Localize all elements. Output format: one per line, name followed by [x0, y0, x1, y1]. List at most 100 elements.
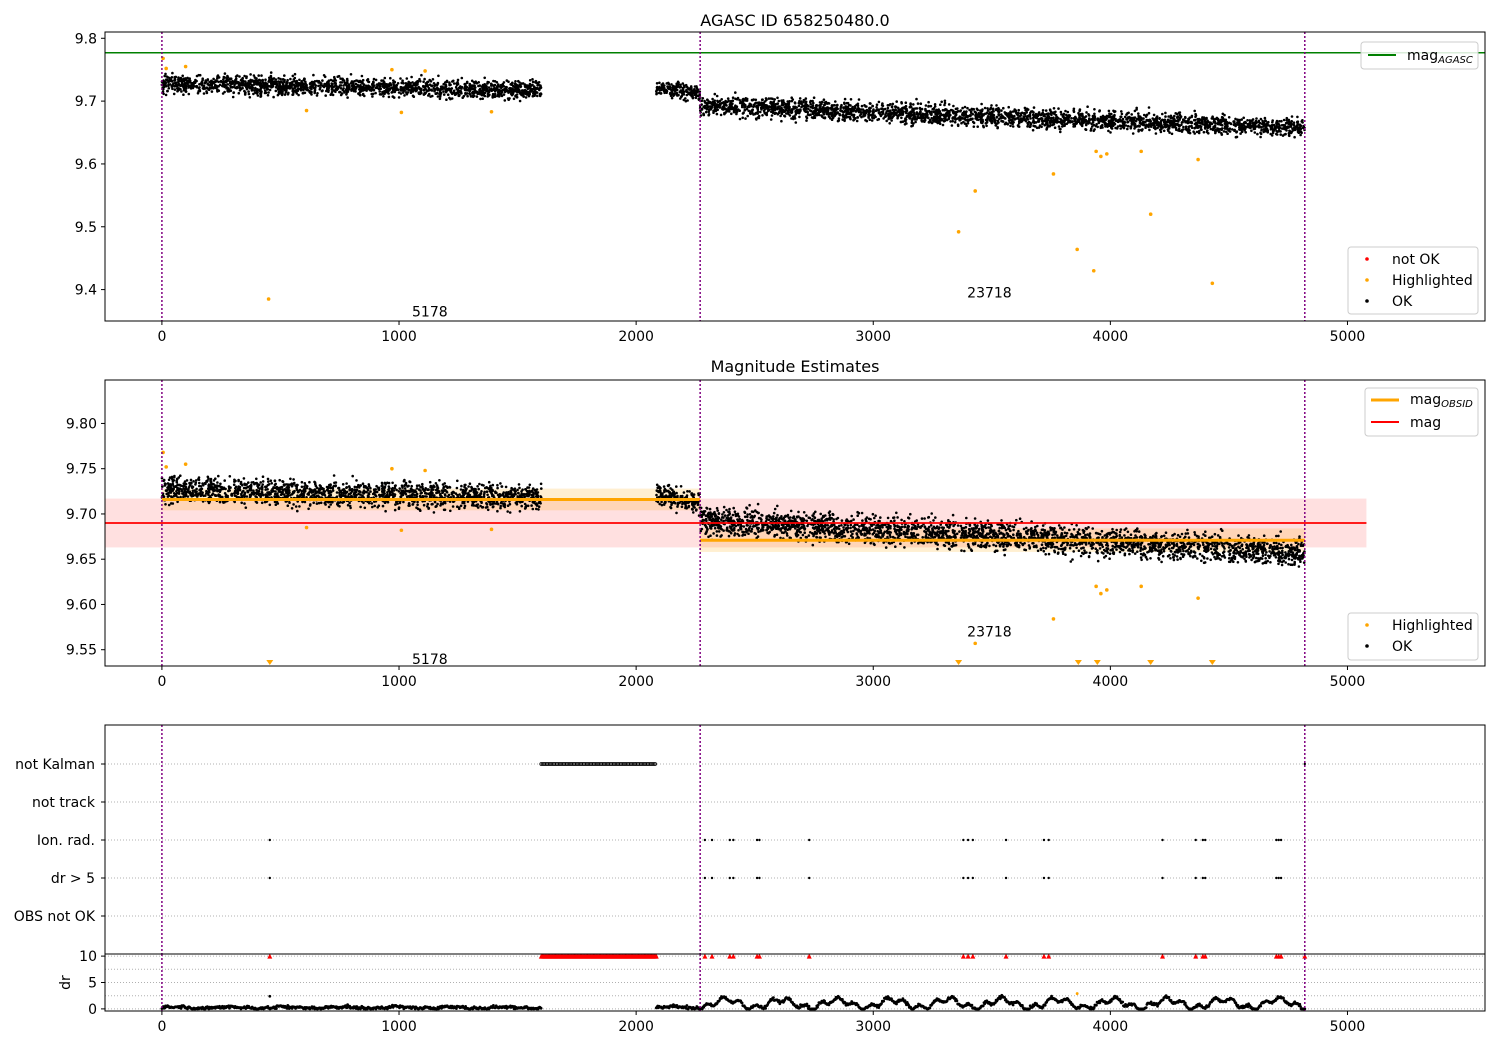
ok-point	[717, 103, 721, 107]
ok-point	[862, 115, 865, 118]
ok-point	[1133, 118, 1136, 121]
ok-point	[879, 114, 883, 118]
ok-point	[951, 119, 954, 123]
ok-point	[1130, 113, 1133, 116]
ok-point	[1043, 113, 1046, 116]
ok-point	[1236, 123, 1239, 126]
ok-point	[256, 94, 260, 97]
ok-point	[1210, 117, 1214, 120]
ok-point	[1234, 135, 1238, 139]
ok-point	[793, 105, 797, 109]
ok-point	[741, 98, 744, 102]
ok-point	[283, 93, 287, 96]
ok-point	[181, 79, 184, 82]
ok-point	[973, 110, 977, 114]
ok-point	[1109, 131, 1112, 134]
ok-point	[1145, 118, 1148, 122]
ok-point	[241, 82, 245, 85]
ok-point	[725, 108, 728, 111]
ok-point	[514, 94, 517, 97]
ok-point	[1104, 125, 1107, 128]
ok-point	[1293, 135, 1296, 139]
ok-point	[221, 92, 225, 95]
ok-point	[790, 109, 794, 112]
ok-point	[177, 78, 180, 82]
ok-point	[286, 78, 289, 82]
ok-point	[463, 88, 467, 92]
ok-point	[989, 114, 992, 118]
ok-point	[949, 120, 952, 123]
ok-point	[381, 92, 385, 95]
ok-point	[456, 80, 459, 84]
ok-point	[1097, 121, 1101, 125]
ok-point	[1110, 112, 1113, 116]
ok-point	[803, 104, 807, 107]
highlighted-point	[956, 229, 961, 234]
ok-point	[744, 97, 748, 100]
ok-point	[426, 85, 430, 88]
ok-point	[1296, 120, 1300, 123]
ok-point	[185, 479, 189, 482]
ok-point	[1221, 116, 1225, 120]
ok-point	[452, 82, 456, 85]
ok-point	[442, 90, 445, 93]
ok-point	[391, 95, 395, 98]
ok-point	[490, 89, 494, 92]
ok-point	[1057, 107, 1060, 110]
ok-point	[512, 97, 516, 101]
ok-point	[1177, 129, 1180, 132]
ok-point	[1032, 106, 1036, 109]
ok-point	[1121, 117, 1125, 121]
ok-point	[304, 84, 308, 88]
highlighted-point	[1094, 149, 1098, 154]
ok-point	[769, 101, 772, 105]
ok-point	[1041, 111, 1044, 115]
ok-point	[881, 102, 884, 105]
ok-point	[659, 86, 662, 90]
ok-point	[1243, 121, 1246, 124]
ok-point	[834, 108, 838, 112]
ok-point	[1110, 126, 1113, 129]
ok-point	[941, 108, 945, 112]
ok-point	[877, 117, 881, 121]
ok-point	[251, 88, 254, 91]
ok-point	[689, 92, 692, 96]
ok-point	[372, 77, 376, 81]
ok-point	[292, 503, 295, 506]
ok-point	[1282, 118, 1286, 122]
ok-point	[1164, 111, 1167, 115]
ok-point	[844, 113, 848, 117]
ok-point	[222, 75, 226, 79]
ok-point	[888, 103, 891, 107]
x-tick-label: 3000	[855, 329, 891, 345]
ok-point	[860, 104, 864, 108]
ok-point	[182, 88, 186, 92]
ok-point	[712, 110, 715, 113]
ok-point	[371, 86, 374, 89]
ok-point	[434, 92, 438, 95]
ok-point	[374, 91, 377, 95]
x-tick-label: 4000	[1093, 329, 1129, 345]
ok-point	[1158, 128, 1162, 131]
ok-point	[1287, 118, 1291, 122]
ok-point	[989, 111, 993, 115]
ok-point	[712, 103, 716, 106]
ok-point	[1217, 123, 1221, 126]
ok-point	[1017, 125, 1020, 128]
ok-point	[707, 110, 711, 114]
ok-point	[245, 76, 248, 80]
ok-point	[694, 93, 698, 96]
ok-point	[1259, 117, 1263, 121]
ok-point	[226, 83, 230, 86]
ok-point	[1229, 122, 1232, 125]
ok-point	[517, 483, 521, 486]
ok-point	[1000, 116, 1003, 120]
ok-point	[822, 98, 826, 101]
ok-point	[524, 96, 528, 99]
ok-point	[1014, 110, 1017, 114]
ok-point	[726, 109, 730, 113]
ok-point	[184, 90, 188, 93]
ok-point	[241, 76, 244, 80]
ok-point	[1233, 128, 1236, 132]
